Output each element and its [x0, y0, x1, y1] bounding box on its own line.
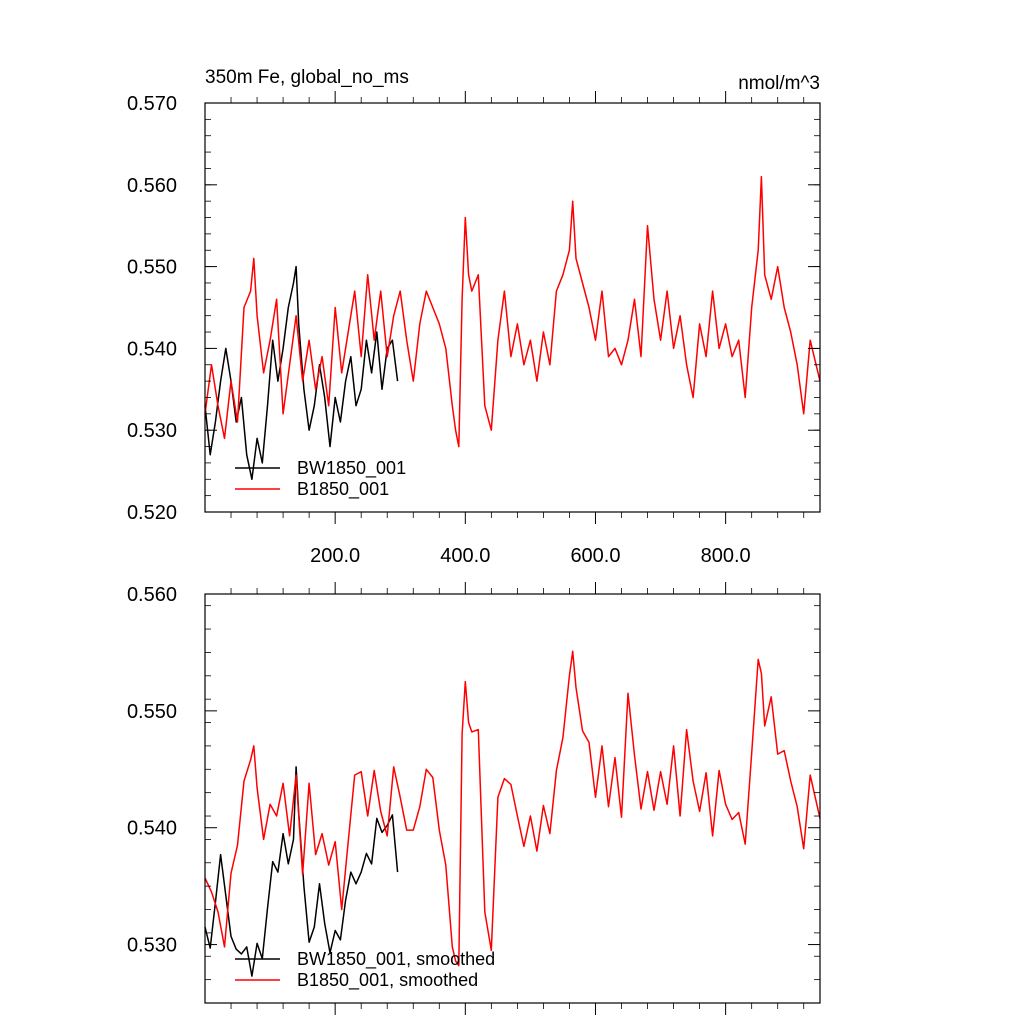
plot-frame-top	[204, 102, 821, 513]
legend-label: BW1850_001, smoothed	[297, 949, 495, 970]
y-tick-label: 0.540	[127, 338, 177, 360]
series-line-top-1	[204, 175, 821, 448]
y-tick-label: 0.560	[127, 175, 177, 197]
units-label: nmol/m^3	[738, 73, 820, 94]
y-tick-label: 0.540	[127, 818, 177, 840]
y-tick-label: 0.550	[127, 257, 177, 279]
y-tick-label: 0.530	[127, 935, 177, 957]
chart-title: 350m Fe, global_no_ms	[205, 67, 409, 88]
x-tick-label: 600.0	[570, 545, 620, 567]
x-tick-label: 800.0	[701, 545, 751, 567]
y-tick-label: 0.550	[127, 701, 177, 723]
plot-frame-bottom	[204, 593, 821, 1004]
x-tick-label: 200.0	[310, 545, 360, 567]
y-tick-label: 0.530	[127, 420, 177, 442]
x-tick-label: 400.0	[440, 545, 490, 567]
legend-label: BW1850_001	[297, 458, 406, 479]
series-line-bottom-0	[204, 766, 399, 977]
legend-label: B1850_001	[297, 479, 389, 500]
series-line-bottom-1	[204, 650, 821, 967]
y-tick-label: 0.570	[127, 93, 177, 115]
legend-label: B1850_001, smoothed	[297, 970, 478, 991]
y-tick-label: 0.560	[127, 584, 177, 606]
y-tick-label: 0.520	[127, 502, 177, 524]
